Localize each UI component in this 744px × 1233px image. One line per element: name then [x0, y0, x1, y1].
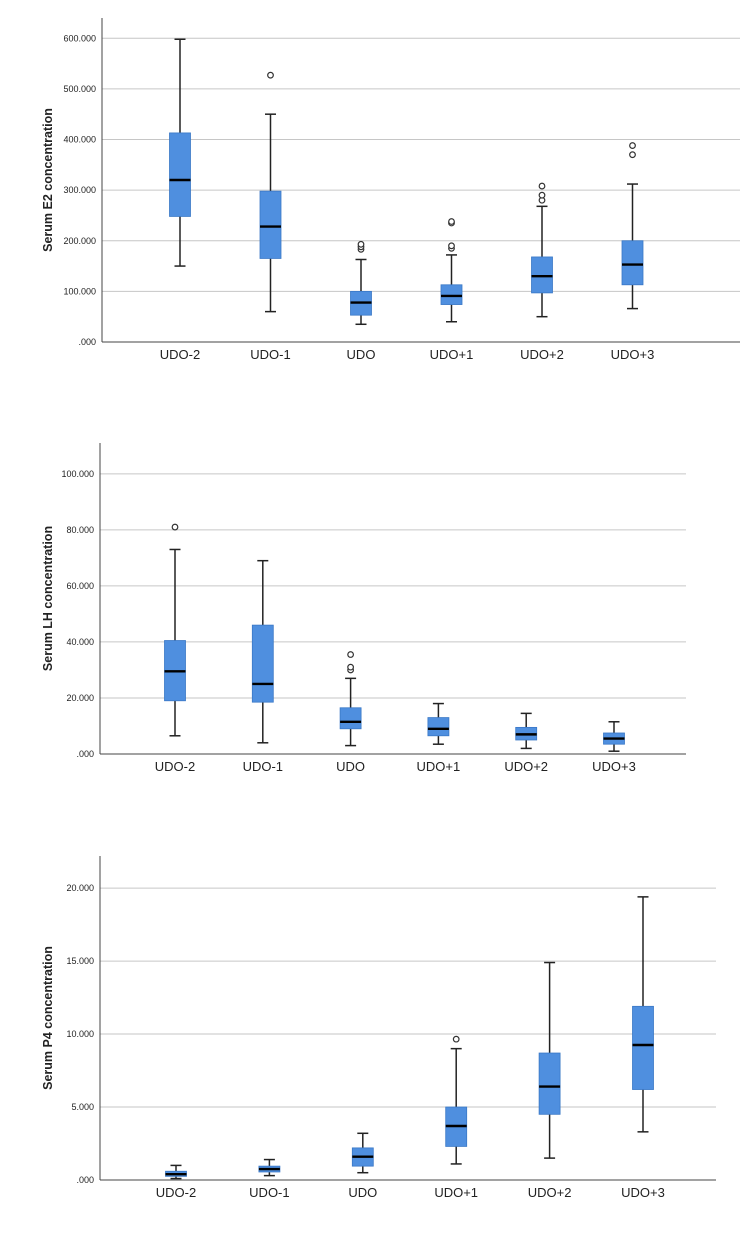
y-tick-label: 20.000 [66, 883, 94, 893]
outlier-point [448, 242, 455, 250]
outlier-point [448, 218, 455, 225]
y-axis-title: Serum E2 concentration [41, 108, 55, 252]
x-category-label: UDO+2 [520, 347, 564, 360]
box-iqr [440, 284, 463, 305]
x-category-label: UDO [348, 1185, 377, 1200]
outlier-point [267, 71, 274, 79]
x-category-label: UDO+3 [621, 1185, 665, 1200]
box-iqr [259, 190, 282, 259]
outlier-point [538, 191, 546, 199]
y-tick-label: 40.000 [66, 637, 94, 647]
y-tick-label: 100.000 [63, 286, 96, 296]
x-category-label: UDO+1 [430, 347, 474, 360]
box-iqr [538, 1052, 561, 1115]
x-category-label: UDO+2 [504, 759, 548, 774]
box-iqr [531, 256, 553, 294]
e2-boxplot-chart: .000 100.000 200.000 300.000 400.000 500.000 6… [41, 18, 740, 360]
y-tick-label: 20.000 [66, 693, 94, 703]
x-category-label: UDO-1 [249, 1185, 289, 1200]
y-tick-label: 15.000 [66, 956, 94, 966]
x-category-label: UDO-1 [243, 759, 283, 774]
x-category-label: UDO+2 [528, 1185, 572, 1200]
y-tick-label: 80.000 [66, 525, 94, 535]
outlier-point [347, 651, 355, 658]
y-tick-label: 10.000 [66, 1029, 94, 1039]
y-tick-label: 60.000 [66, 581, 94, 591]
y-tick-label: .000 [78, 337, 96, 347]
x-category-label: UDO-2 [156, 1185, 196, 1200]
outlier-point [629, 142, 636, 149]
x-category-label: UDO-1 [250, 347, 290, 360]
x-category-label: UDO [347, 347, 376, 360]
y-tick-label: 500.000 [63, 84, 96, 94]
y-axis-title: Serum P4 concentration [41, 946, 55, 1090]
outlier-point [347, 663, 355, 671]
y-tick-label: 100.000 [61, 469, 94, 479]
box-iqr [427, 717, 450, 737]
box-iqr [251, 624, 274, 703]
y-tick-label: 600.000 [63, 33, 96, 43]
outlier-point [629, 151, 636, 159]
x-category-label: UDO-2 [155, 759, 195, 774]
outlier-point [171, 523, 179, 531]
outlier-point [538, 182, 546, 190]
x-category-label: UDO-2 [160, 347, 200, 360]
y-axis-title: Serum LH concentration [41, 526, 55, 671]
outlier-point [357, 240, 365, 248]
x-category-label: UDO+3 [611, 347, 655, 360]
y-tick-label: .000 [76, 749, 94, 759]
y-tick-label: 400.000 [63, 135, 96, 145]
p4-boxplot-chart: .000 5.000 10.000 15.000 20.000 Serum P4 conc… [41, 856, 716, 1200]
x-category-label: UDO [336, 759, 365, 774]
x-category-label: UDO+1 [417, 759, 461, 774]
box-iqr [621, 240, 644, 286]
y-tick-label: 300.000 [63, 185, 96, 195]
y-tick-label: .000 [76, 1175, 94, 1185]
x-category-label: UDO+1 [434, 1185, 478, 1200]
box-iqr [339, 707, 362, 730]
box-iqr [632, 1005, 654, 1090]
y-tick-label: 5.000 [71, 1102, 94, 1112]
outlier-point [452, 1035, 460, 1043]
box-iqr [169, 132, 191, 217]
x-category-label: UDO+3 [592, 759, 636, 774]
lh-boxplot-chart: .000 20.000 40.000 60.000 80.000 100.000 Serum… [41, 443, 686, 774]
y-tick-label: 200.000 [63, 236, 96, 246]
